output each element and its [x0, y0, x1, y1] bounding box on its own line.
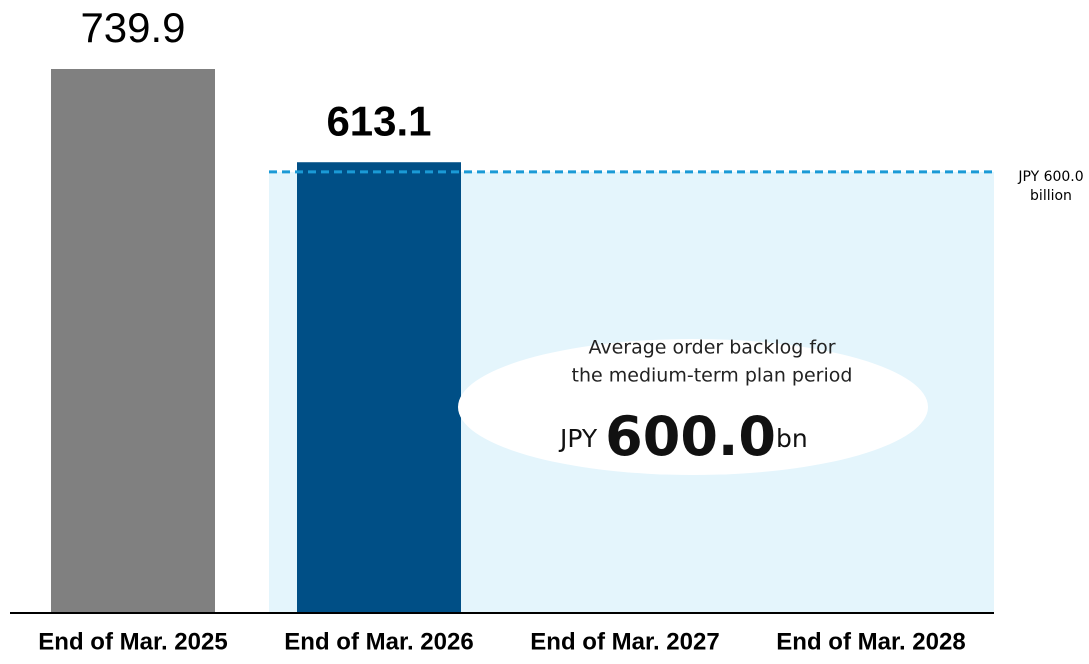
annotation-text: Average order backlog for: [588, 337, 835, 359]
value-label: 613.1: [326, 97, 431, 144]
amount-suffix: bn: [776, 424, 808, 453]
amount-prefix: JPY: [558, 424, 598, 453]
amount-value: 600.0: [605, 405, 776, 468]
x-tick-label: End of Mar. 2028: [776, 628, 965, 655]
annotation-amount: JPY 600.0bn: [558, 405, 808, 468]
annotation-bubble: [458, 339, 928, 475]
value-label: 739.9: [80, 4, 185, 51]
bar: [297, 162, 461, 614]
x-tick-label: End of Mar. 2025: [38, 628, 227, 655]
x-tick-label: End of Mar. 2026: [284, 628, 473, 655]
reference-label: JPY 600.0: [1017, 169, 1083, 185]
bar: [51, 69, 215, 613]
x-tick-label: End of Mar. 2027: [530, 628, 719, 655]
reference-label: billion: [1030, 188, 1072, 204]
annotation-text: the medium-term plan period: [572, 365, 853, 387]
